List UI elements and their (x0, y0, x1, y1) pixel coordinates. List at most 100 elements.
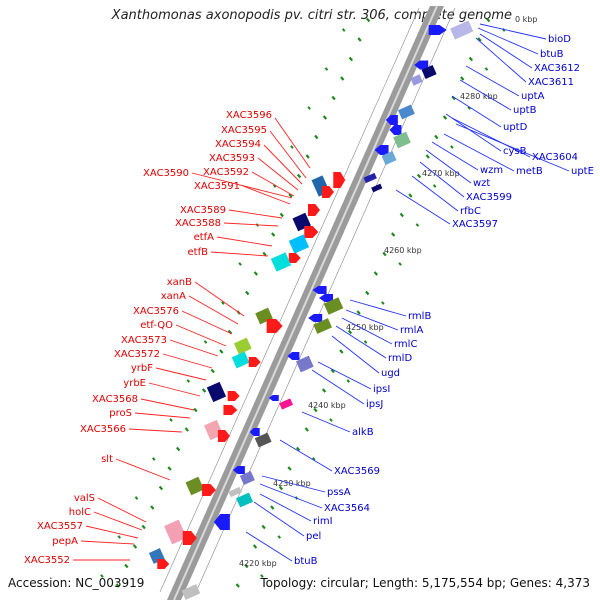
gene-label[interactable]: pssA (327, 487, 351, 498)
gene-feature (450, 20, 474, 40)
gene-feature (385, 115, 398, 125)
gene-label[interactable]: ipsJ (366, 399, 383, 410)
tick-mark (235, 583, 240, 588)
leader-line (395, 189, 451, 225)
gene-feature (227, 391, 240, 401)
right-gene-labels: bioD btuB XAC3612 XAC3611 uptA uptB uptD… (294, 34, 594, 567)
label-leaders (73, 23, 570, 562)
gene-label[interactable]: cysB (503, 146, 527, 157)
leader-line (80, 540, 135, 545)
gene-label[interactable]: XAC3596 (226, 110, 272, 121)
gene-label[interactable]: wzt (473, 178, 490, 189)
scale-label: 4260 kbp (384, 246, 422, 255)
gene-label[interactable]: etfA (194, 232, 215, 243)
gene-label[interactable]: XAC3576 (133, 306, 179, 317)
gene-label[interactable]: holC (69, 507, 91, 518)
leader-line (85, 525, 139, 539)
leader-line (465, 65, 520, 97)
gene-label[interactable]: XAC3566 (80, 424, 126, 435)
leader-line (162, 353, 213, 369)
gene-label[interactable]: XAC3588 (175, 218, 221, 229)
gene-label[interactable]: metB (516, 166, 543, 177)
leader-line (335, 325, 387, 359)
gene-label[interactable]: ipsI (373, 384, 390, 395)
scale-label: 4240 kbp (308, 401, 346, 410)
tick-mark (313, 407, 318, 413)
gene-label[interactable]: yrbE (123, 378, 146, 389)
gene-label[interactable]: XAC3595 (221, 125, 267, 136)
gene-label[interactable]: XAC3569 (334, 466, 380, 477)
gene-label[interactable]: uptB (513, 105, 537, 116)
leader-line (191, 172, 293, 199)
gene-label[interactable]: uptE (571, 166, 594, 177)
genome-title: Xanthomonas axonopodis pv. citri str. 30… (111, 8, 512, 23)
tick-mark (382, 251, 387, 257)
tick-mark (261, 524, 266, 530)
gene-label[interactable]: XAC3592 (203, 167, 249, 178)
gene-label[interactable]: wzm (480, 165, 503, 176)
leader-line (175, 324, 227, 347)
gene-label[interactable]: XAC3564 (324, 503, 370, 514)
gene-feature (233, 337, 252, 355)
gene-label[interactable]: XAC3572 (114, 349, 160, 360)
gene-label[interactable]: rmlA (400, 325, 423, 336)
gene-label[interactable]: proS (109, 408, 132, 419)
scale-label: 4220 kbp (239, 559, 277, 568)
gene-label[interactable]: alkB (352, 427, 374, 438)
gene-label[interactable]: XAC3599 (466, 192, 512, 203)
gene-label[interactable]: btuB (294, 556, 318, 567)
tick-mark-outer (432, 184, 437, 188)
gene-label[interactable]: valS (74, 493, 95, 504)
gene-feature (323, 297, 344, 315)
tick-mark (322, 115, 328, 120)
tick-mark (434, 134, 439, 140)
gene-label[interactable]: XAC3604 (532, 152, 578, 163)
gene-label[interactable]: XAC3552 (24, 555, 70, 566)
gene-feature (363, 172, 377, 184)
tick-mark-outer (203, 340, 208, 344)
gene-label[interactable]: uptA (521, 91, 545, 102)
gene-feature (371, 183, 383, 193)
gene-label[interactable]: bioD (548, 34, 571, 45)
gene-label[interactable]: XAC3611 (528, 77, 574, 88)
gene-label[interactable]: XAC3612 (534, 63, 580, 74)
tick-mark-outer (467, 106, 471, 110)
tick-mark-outer (100, 574, 104, 578)
gene-feature (266, 319, 283, 333)
gene-label[interactable]: ugd (381, 368, 400, 379)
leader-line (301, 411, 351, 433)
gene-label[interactable]: rmlD (388, 353, 412, 364)
gene-label[interactable]: XAC3568 (92, 394, 138, 405)
gene-label[interactable]: xanB (167, 277, 192, 288)
tick-mark (305, 154, 310, 159)
gene-feature (333, 172, 346, 188)
gene-label[interactable]: XAC3591 (194, 181, 240, 192)
tick-mark (356, 310, 361, 315)
tick-mark (425, 154, 430, 159)
gene-label[interactable]: yrbF (131, 363, 153, 374)
gene-label[interactable]: etfB (188, 247, 209, 258)
gene-label[interactable]: XAC3557 (37, 521, 83, 532)
gene-label[interactable]: XAC3597 (452, 219, 498, 230)
gene-label[interactable]: XAC3589 (180, 205, 226, 216)
tick-mark-outer (169, 418, 173, 422)
gene-label[interactable]: pepA (52, 536, 78, 547)
backbone-highlight (173, 5, 438, 600)
tick-mark (245, 290, 250, 296)
tick-mark (270, 505, 275, 510)
gene-label[interactable]: rfbC (460, 206, 481, 217)
gene-label[interactable]: uptD (503, 122, 528, 133)
gene-label[interactable]: rmlB (408, 311, 431, 322)
gene-label[interactable]: etf-QO (140, 320, 173, 331)
gene-label[interactable]: btuB (540, 49, 564, 60)
gene-label[interactable]: XAC3593 (209, 153, 255, 164)
gene-label[interactable]: rimI (313, 516, 333, 527)
gene-label[interactable]: XAC3590 (143, 168, 189, 179)
gene-label[interactable]: xanA (161, 291, 186, 302)
gene-label[interactable]: XAC3573 (121, 335, 167, 346)
gene-label[interactable]: pel (306, 531, 321, 542)
gene-label[interactable]: XAC3594 (215, 139, 261, 150)
gene-label[interactable]: rmlC (394, 339, 417, 350)
gene-label[interactable]: slt (101, 454, 113, 465)
tick-mark (304, 427, 309, 432)
